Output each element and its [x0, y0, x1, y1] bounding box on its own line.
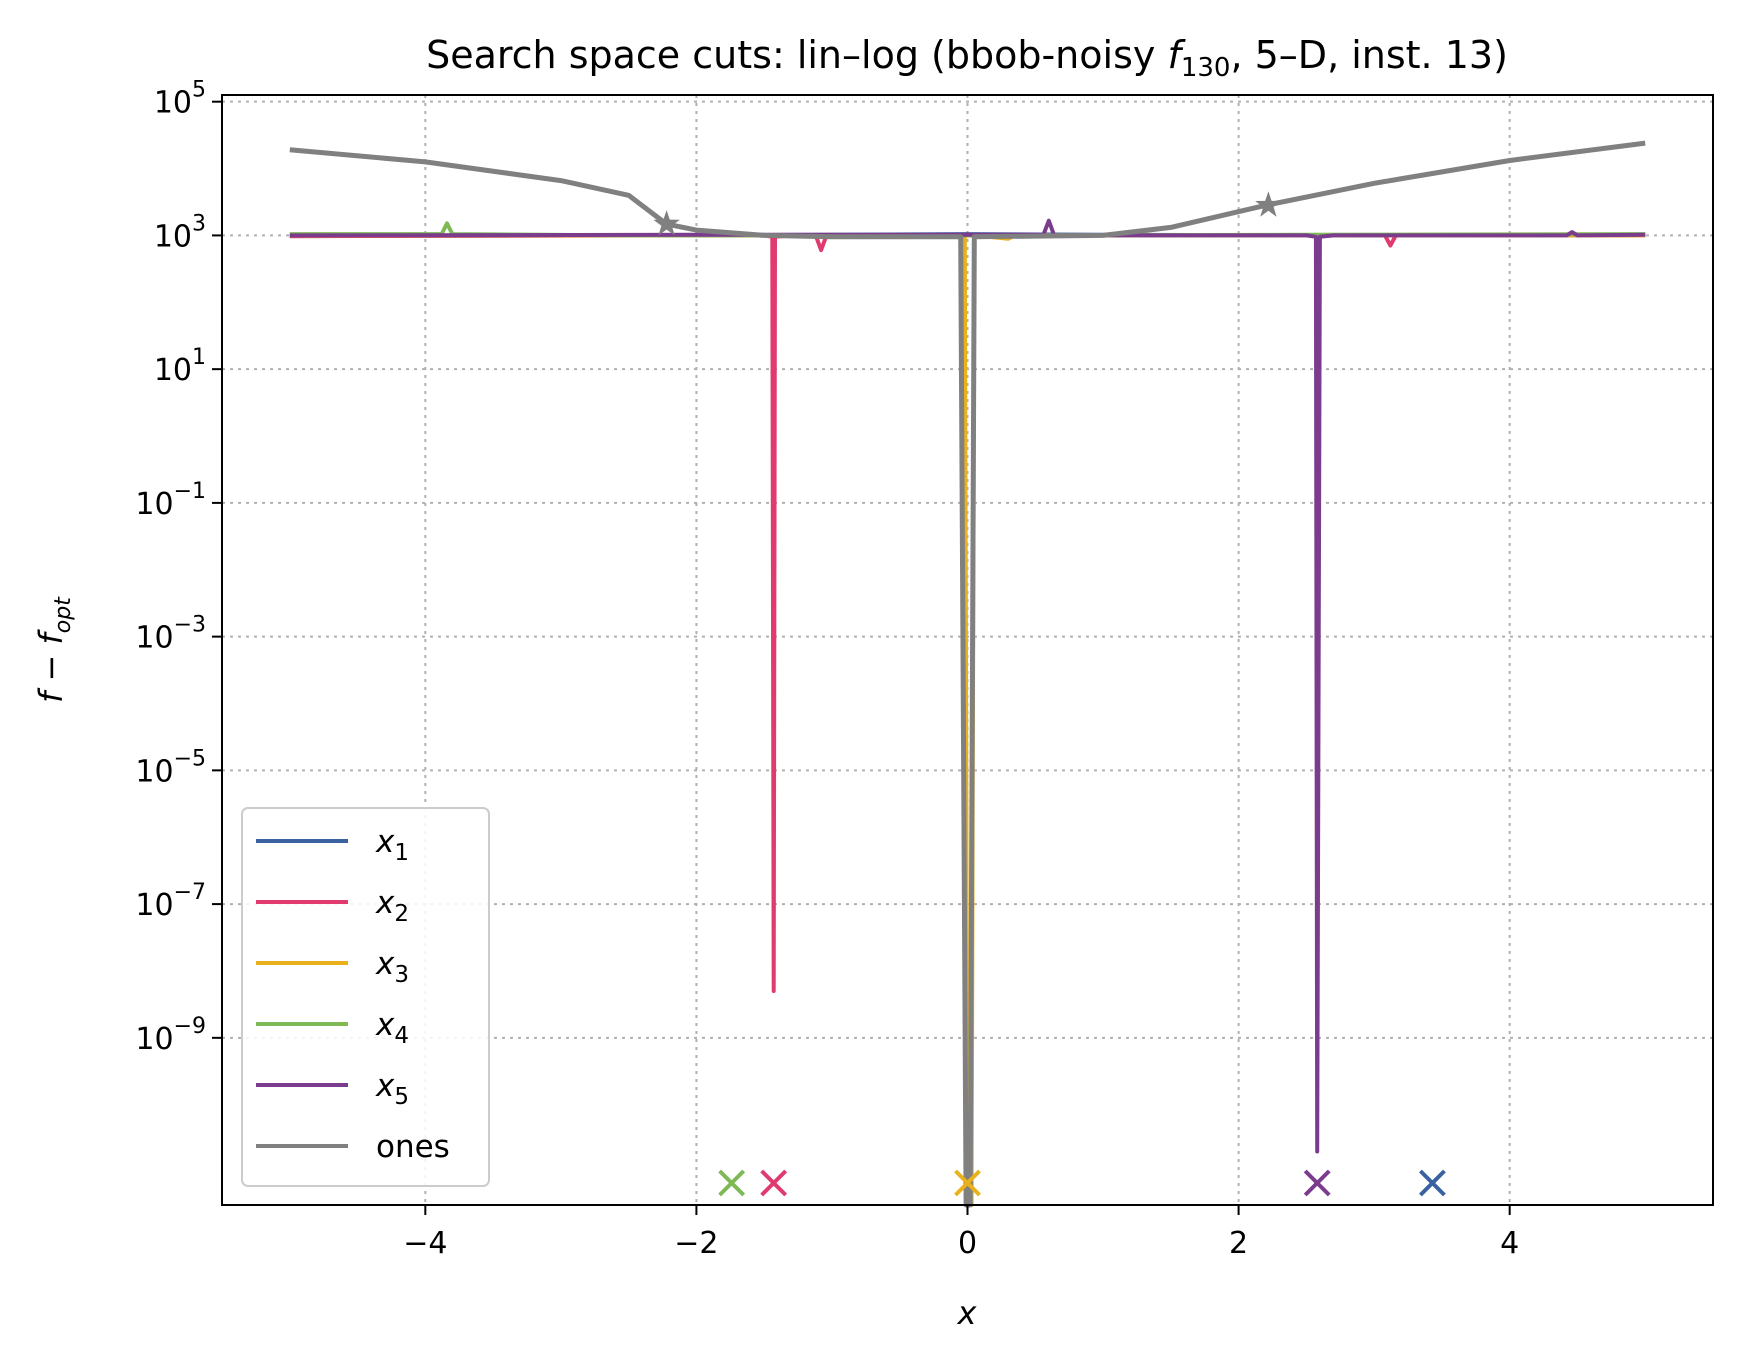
y-tick-label: 103 — [154, 211, 206, 254]
legend-label: x2 — [375, 885, 409, 927]
legend: x1 x2 x3 x4 x5 ones — [241, 807, 490, 1187]
optimum-markers — [653, 191, 1446, 1197]
optimum-marker-x4 — [718, 1169, 746, 1197]
x-tick-label: 2 — [1229, 1226, 1248, 1261]
x-tick-label: −4 — [403, 1226, 447, 1261]
legend-box — [241, 807, 490, 1187]
y-axis-ticks: 105 103 101 10−1 10−3 10−5 10−7 10−9 — [135, 78, 222, 1057]
chart-title: Search space cuts: lin–log (bbob-noisy f… — [426, 33, 1508, 83]
star-marker — [653, 210, 680, 236]
y-tick-label: 101 — [154, 345, 206, 388]
optimum-marker-x2 — [760, 1169, 788, 1197]
optimum-marker-x1 — [1419, 1169, 1446, 1197]
x-axis-ticks: −4 −2 0 2 4 — [403, 1205, 1519, 1261]
y-tick-label: 10−1 — [135, 479, 206, 522]
y-tick-label: 10−3 — [135, 613, 206, 656]
legend-label: x5 — [375, 1068, 409, 1110]
optimum-marker-x3 — [954, 1169, 981, 1197]
legend-label: ones — [376, 1129, 450, 1165]
x-tick-label: 0 — [958, 1226, 977, 1261]
y-axis-label: f − fopt — [32, 596, 76, 703]
series-lines — [289, 140, 1646, 1208]
y-tick-label: 105 — [154, 78, 206, 121]
y-tick-label: 10−5 — [135, 746, 206, 789]
legend-label: x1 — [375, 824, 409, 866]
star-marker — [1255, 191, 1282, 217]
series-line-x5 — [289, 218, 1646, 1154]
x-tick-label: 4 — [1500, 1226, 1519, 1261]
x-tick-label: −2 — [674, 1226, 718, 1261]
optimum-marker-x5 — [1303, 1169, 1331, 1197]
x-axis-label: x — [957, 1294, 978, 1332]
legend-label: x4 — [375, 1007, 409, 1049]
y-tick-label: 10−9 — [135, 1014, 206, 1057]
y-tick-label: 10−7 — [135, 880, 206, 923]
legend-label: x3 — [375, 946, 409, 988]
